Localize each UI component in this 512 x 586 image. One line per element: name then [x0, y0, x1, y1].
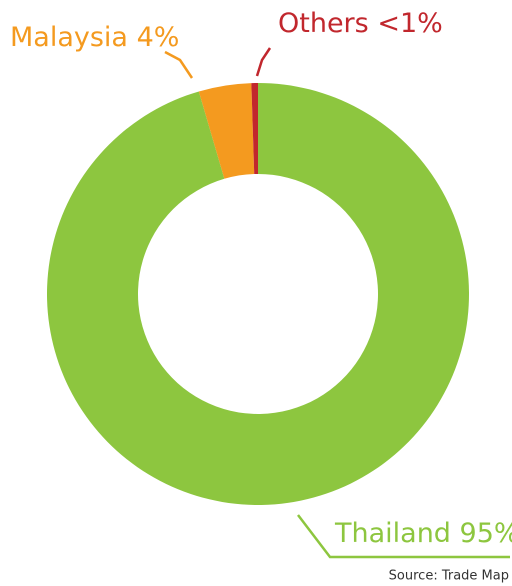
value-label: 4%	[137, 22, 180, 53]
donut-slice	[198, 83, 255, 179]
donut-slice	[251, 83, 258, 175]
donut	[47, 83, 470, 505]
category-name: Malaysia	[10, 22, 128, 53]
leader-line	[164, 50, 194, 79]
slice-label: Others <1%	[278, 8, 443, 39]
donut-slice	[47, 83, 470, 505]
slice-label: Thailand 95%	[334, 518, 512, 549]
value-label: 95%	[460, 518, 512, 549]
category-name: Others	[278, 8, 369, 39]
slice-label: Malaysia 4%	[10, 22, 179, 53]
value-label: <1%	[377, 8, 442, 39]
leader-line	[297, 514, 510, 559]
leader-line	[255, 47, 272, 77]
source: Source: Trade Map	[389, 569, 509, 584]
category-name: Thailand	[334, 518, 451, 549]
